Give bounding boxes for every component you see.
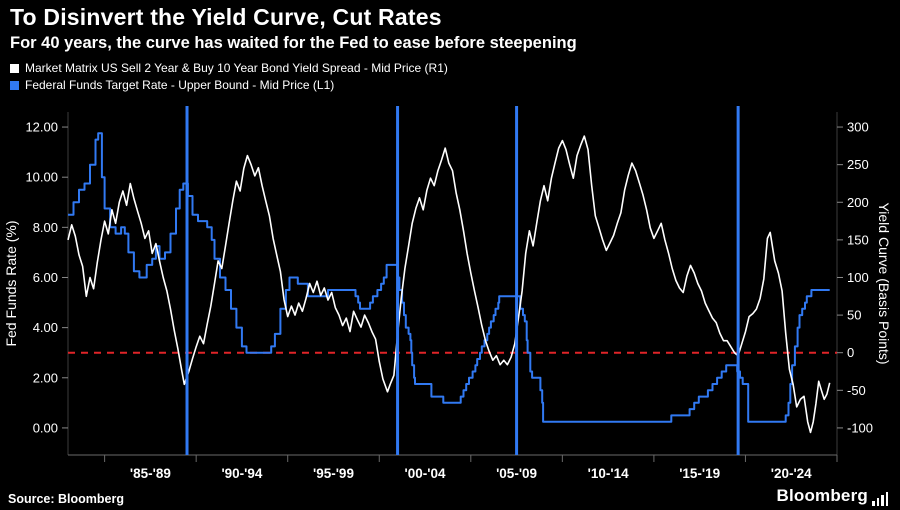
legend-swatch-fed-funds xyxy=(10,81,19,91)
y-axis-right-tick-label: 250 xyxy=(847,157,869,172)
y-axis-left-tick-label: 12.00 xyxy=(25,120,58,135)
chart-subtitle: For 40 years, the curve has waited for t… xyxy=(10,34,577,52)
legend-item-spread: Market Matrix US Sell 2 Year & Buy 10 Ye… xyxy=(10,61,888,75)
y-axis-right-tick-label: 0 xyxy=(847,345,854,360)
y-axis-right-tick-label: 50 xyxy=(847,308,861,323)
x-axis-label: '90-'94 xyxy=(221,466,262,481)
y-axis-left-tick-label: 4.00 xyxy=(33,320,58,335)
spread-line xyxy=(67,135,831,434)
x-axis-label: '05-'09 xyxy=(496,466,537,481)
legend-item-fed-funds: Federal Funds Target Rate - Upper Bound … xyxy=(10,78,888,92)
x-axis-label: '15-'19 xyxy=(679,466,720,481)
chart-title: To Disinvert the Yield Curve, Cut Rates xyxy=(10,4,442,30)
y-axis-left-tick-label: 8.00 xyxy=(33,220,58,235)
x-axis-label: '95-'99 xyxy=(313,466,354,481)
x-axis-label: '00-'04 xyxy=(405,466,446,481)
chart-footer: Source: Bloomberg Bloomberg xyxy=(0,486,900,506)
y-axis-right-tick-label: 100 xyxy=(847,270,869,285)
y-axis-right-title: Yield Curve (Basis Points) xyxy=(876,202,892,364)
y-axis-right-tick-label: -100 xyxy=(847,420,873,435)
x-axis-label: '20-'24 xyxy=(771,466,812,481)
legend-swatch-spread xyxy=(10,63,19,73)
y-axis-right-tick-label: 300 xyxy=(847,120,869,135)
y-axis-left-tick-label: 2.00 xyxy=(33,370,58,385)
x-axis-label: '10-'14 xyxy=(588,466,629,481)
y-axis-right-tick-label: -50 xyxy=(847,383,866,398)
y-axis-left-tick-label: 10.00 xyxy=(25,170,58,185)
bloomberg-logo: Bloomberg xyxy=(776,486,888,506)
bloomberg-logo-text: Bloomberg xyxy=(776,486,868,505)
chart-header: To Disinvert the Yield Curve, Cut Rates … xyxy=(0,0,900,93)
legend-label-fed-funds: Federal Funds Target Rate - Upper Bound … xyxy=(25,78,335,93)
bloomberg-logo-bars-icon xyxy=(872,492,888,506)
y-axis-right-tick-label: 200 xyxy=(847,195,869,210)
x-axis-label: '85-'89 xyxy=(130,466,171,481)
legend-label-spread: Market Matrix US Sell 2 Year & Buy 10 Ye… xyxy=(25,61,448,75)
y-axis-left-tick-label: 6.00 xyxy=(33,270,58,285)
fed-funds-line xyxy=(68,132,830,423)
legend: Market Matrix US Sell 2 Year & Buy 10 Ye… xyxy=(10,61,888,93)
source-text: Source: Bloomberg xyxy=(8,492,124,506)
y-axis-left-title: Fed Funds Rate (%) xyxy=(3,220,19,346)
y-axis-right-tick-label: 150 xyxy=(847,232,869,247)
y-axis-left-tick-label: 0.00 xyxy=(33,420,58,435)
